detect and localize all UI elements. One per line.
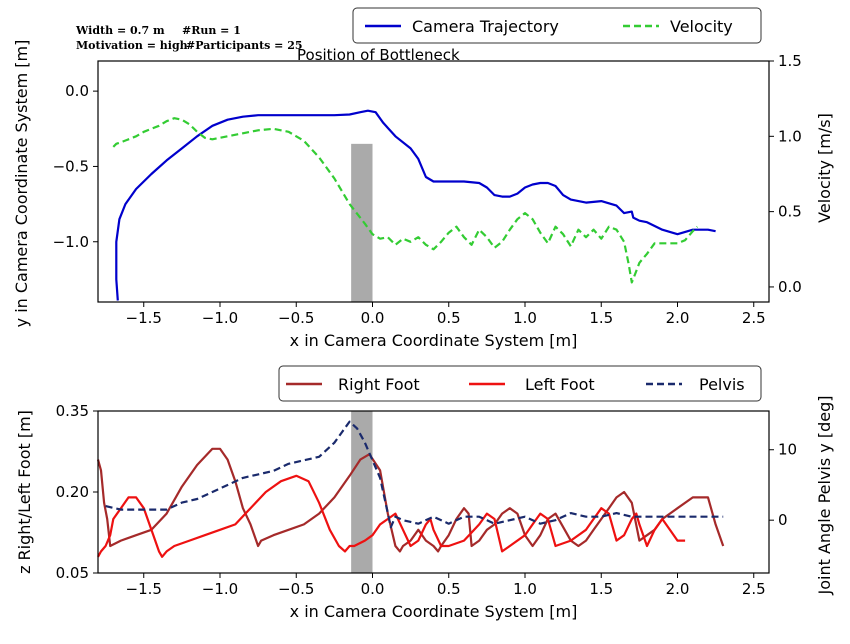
y-tick-label: 0.35 — [56, 402, 89, 420]
top-x-axis-label: x in Camera Coordinate System [m] — [290, 331, 578, 350]
series-line-0 — [96, 447, 725, 553]
y-right-tick-label: 10 — [778, 441, 797, 459]
info-participants: #Participants = 25 — [186, 39, 303, 52]
y-tick-label: −1.0 — [53, 233, 89, 251]
y-tick-label: 0.05 — [56, 564, 89, 582]
x-tick-label: 0.0 — [361, 309, 385, 327]
plot-frame — [97, 60, 770, 303]
bottom-legend: Right Foot Left Foot Pelvis — [278, 365, 762, 402]
y-tick-label: −0.5 — [53, 157, 89, 175]
x-tick-label: 0.5 — [437, 309, 461, 327]
y-right-tick-label: 0.5 — [778, 203, 802, 221]
x-tick-label: −1.5 — [126, 580, 162, 598]
x-tick-label: 2.5 — [742, 309, 766, 327]
bottom-x-axis-label: x in Camera Coordinate System [m] — [290, 602, 578, 621]
x-tick-label: 1.5 — [589, 309, 613, 327]
legend-label: Pelvis — [699, 375, 745, 394]
series-line-1 — [97, 474, 686, 558]
y-tick-label: 0.20 — [56, 483, 89, 501]
top-legend: Camera Trajectory Velocity — [352, 7, 762, 44]
x-tick-label: −1.5 — [126, 309, 162, 327]
bottom-y-axis-label: z Right/Left Foot [m] — [15, 410, 34, 574]
x-tick-label: 1.0 — [513, 309, 537, 327]
x-tick-label: 0.5 — [437, 580, 461, 598]
bottleneck-label: Position of Bottleneck — [297, 46, 460, 64]
legend-label: Camera Trajectory — [412, 17, 559, 36]
x-tick-label: 2.0 — [666, 309, 690, 327]
foot-pelvis-chart: −1.5 −1.0 −0.5 0.0 0.5 1.0 1.5 2.0 2.5 0.35 0.20 0.… — [15, 365, 834, 621]
info-run: #Run = 1 — [182, 24, 241, 37]
y-right-tick-label: 0.0 — [778, 278, 802, 296]
legend-label: Velocity — [670, 17, 733, 36]
bottleneck-bar — [351, 143, 373, 302]
legend-box — [278, 365, 762, 402]
top-y-right-axis-label: Velocity [m/s] — [815, 113, 834, 223]
trajectory-velocity-chart: −1.5 −1.0 −0.5 0.0 0.5 1.0 1.5 2.0 2.5 0.0 −0.5 −1.… — [12, 7, 834, 350]
x-tick-label: 2.5 — [742, 580, 766, 598]
x-tick-label: −1.0 — [202, 580, 238, 598]
x-tick-label: −0.5 — [278, 309, 314, 327]
y-right-tick-label: 1.5 — [778, 52, 802, 70]
top-y-axis-label: y in Camera Coordinate System [m] — [12, 40, 31, 328]
x-tick-label: 1.5 — [589, 580, 613, 598]
x-tick-label: −1.0 — [202, 309, 238, 327]
info-width: Width = 0.7 m — [75, 24, 165, 37]
legend-label: Right Foot — [338, 375, 420, 394]
series-line-2 — [105, 420, 724, 529]
y-right-tick-label: 1.0 — [778, 127, 802, 145]
plot-frame — [97, 410, 770, 574]
bottleneck-bar — [351, 411, 373, 573]
x-tick-label: 1.0 — [513, 580, 537, 598]
x-tick-label: 2.0 — [666, 580, 690, 598]
series-line-1 — [112, 117, 699, 284]
legend-box — [352, 7, 762, 44]
legend-label: Left Foot — [525, 375, 595, 394]
x-tick-label: −0.5 — [278, 580, 314, 598]
y-tick-label: 0.0 — [65, 82, 89, 100]
series-line-0 — [115, 109, 716, 301]
x-tick-label: 0.0 — [361, 580, 385, 598]
info-motivation: Motivation = high — [76, 39, 188, 52]
y-right-tick-label: 0 — [778, 511, 788, 529]
bottom-y-right-axis-label: Joint Angle Pelvis y [deg] — [815, 396, 834, 596]
